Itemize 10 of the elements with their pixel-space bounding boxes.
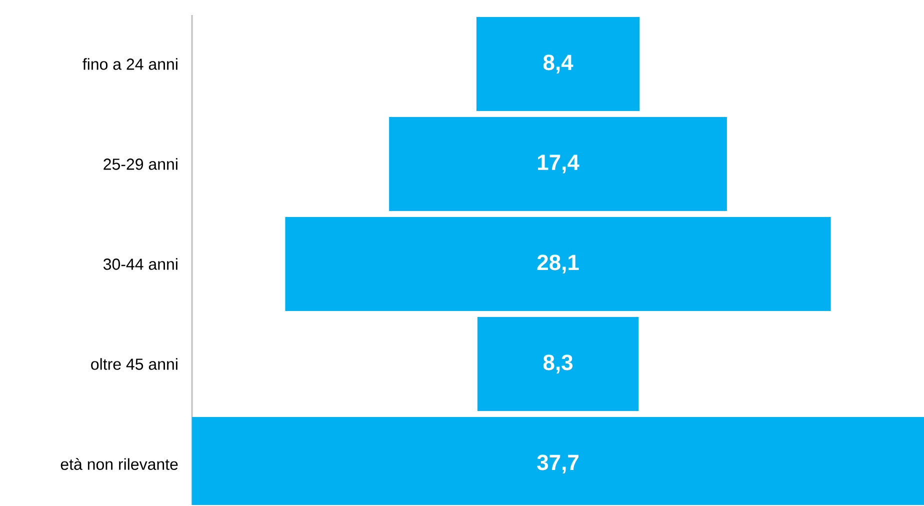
data-label: 8,4: [543, 54, 574, 74]
category-label: oltre 45 anni: [91, 358, 178, 370]
data-label: 8,3: [543, 354, 573, 374]
data-label: 37,7: [537, 454, 578, 474]
category-label: età non rilevante: [60, 458, 178, 470]
category-label: 25-29 anni: [104, 158, 178, 170]
category-label: 30-44 anni: [103, 258, 178, 270]
data-label: 28,1: [537, 254, 579, 274]
category-label: fino a 24 anni: [82, 58, 178, 70]
data-label: 17,4: [538, 154, 580, 174]
